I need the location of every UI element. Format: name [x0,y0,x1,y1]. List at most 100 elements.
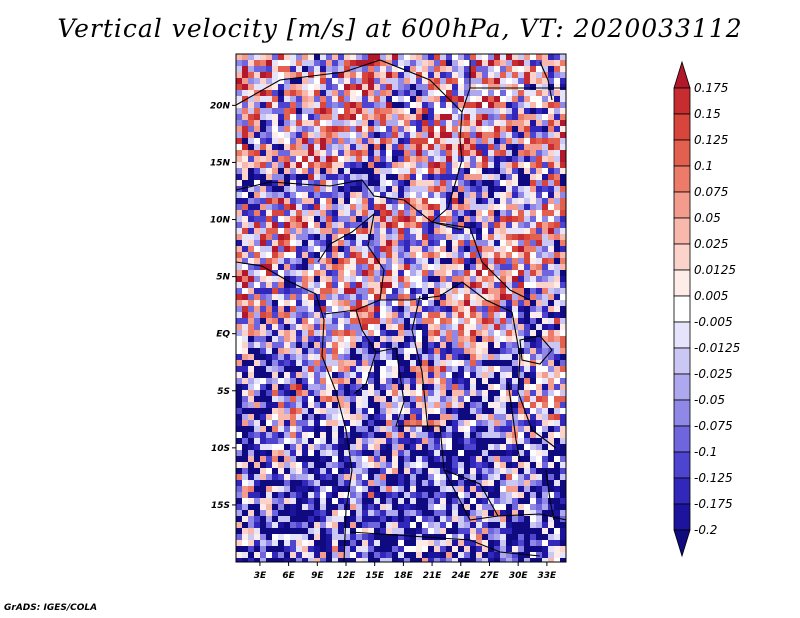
field-cell [320,360,327,367]
field-cell [356,96,363,103]
field-cell [536,228,543,235]
field-cell [440,546,447,553]
field-cell [464,150,471,157]
field-cell [302,480,309,487]
field-cell [506,450,513,457]
field-cell [314,90,321,97]
field-cell [242,222,249,229]
field-cell [488,234,495,241]
field-cell [404,420,411,427]
field-cell [518,486,525,493]
field-cell [266,534,273,541]
field-cell [266,126,273,133]
field-cell [488,72,495,79]
field-cell [242,78,249,85]
lon-label: 12E [337,571,357,581]
field-cell [308,378,315,385]
field-cell [254,432,261,439]
field-cell [344,204,351,211]
field-cell [320,288,327,295]
field-cell [554,306,561,313]
field-cell [476,516,483,523]
field-cell [308,402,315,409]
field-cell [236,336,243,343]
colorbar-swatch [673,191,691,219]
field-cell [314,534,321,541]
field-cell [314,444,321,451]
field-cell [512,504,519,511]
field-cell [404,474,411,481]
field-cell [440,252,447,259]
field-cell [386,306,393,313]
field-cell [380,342,387,349]
field-cell [494,144,501,151]
field-cell [398,222,405,229]
field-cell [392,282,399,289]
field-cell [278,348,285,355]
field-cell [266,384,273,391]
field-cell [524,186,531,193]
field-cell [494,270,501,277]
field-cell [266,180,273,187]
field-cell [482,180,489,187]
field-cell [536,372,543,379]
colorbar-label: 0.15 [694,107,721,121]
field-cell [368,192,375,199]
field-cell [452,198,459,205]
field-cell [512,540,519,547]
field-cell [374,66,381,73]
field-cell [518,60,525,67]
field-cell [416,366,423,373]
field-cell [356,84,363,91]
field-cell [464,270,471,277]
field-cell [416,312,423,319]
field-cell [482,270,489,277]
field-cell [464,66,471,73]
field-cell [530,78,537,85]
field-cell [494,384,501,391]
field-cell [428,558,435,562]
field-cell [398,456,405,463]
field-cell [512,552,519,559]
field-cell [440,132,447,139]
field-cell [284,168,291,175]
field-cell [548,324,555,331]
field-cell [368,114,375,121]
field-cell [482,384,489,391]
field-cell [476,120,483,127]
field-cell [416,258,423,265]
field-cell [266,492,273,499]
field-cell [290,132,297,139]
field-cell [380,168,387,175]
field-cell [494,480,501,487]
field-cell [248,78,255,85]
field-cell [314,216,321,223]
field-cell [392,180,399,187]
field-cell [266,342,273,349]
field-cell [326,162,333,169]
field-cell [248,378,255,385]
field-cell [524,234,531,241]
field-cell [338,426,345,433]
field-cell [338,282,345,289]
field-cell [314,84,321,91]
field-cell [272,288,279,295]
field-cell [524,138,531,145]
field-cell [392,126,399,133]
field-cell [488,186,495,193]
field-cell [404,480,411,487]
field-cell [560,240,566,247]
field-cell [296,330,303,337]
field-cell [422,474,429,481]
lon-label: 3E [254,571,267,581]
field-cell [440,486,447,493]
field-cell [500,174,507,181]
field-cell [386,480,393,487]
field-cell [500,264,507,271]
field-cell [518,108,525,115]
field-cell [524,522,531,529]
field-cell [488,138,495,145]
field-cell [398,276,405,283]
field-cell [266,348,273,355]
field-cell [440,114,447,121]
